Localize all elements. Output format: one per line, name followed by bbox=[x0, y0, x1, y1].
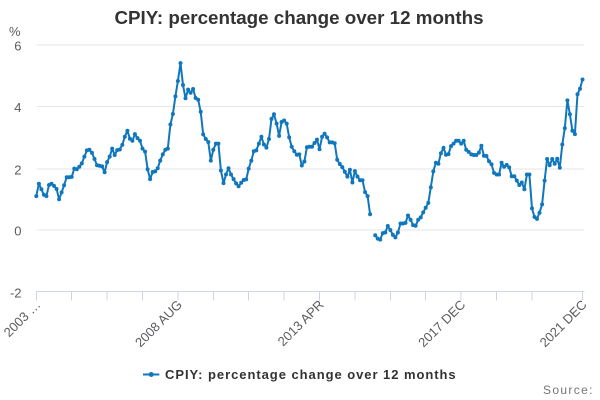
svg-text:Source:: Source: bbox=[543, 383, 594, 397]
svg-text:%: % bbox=[9, 24, 21, 39]
svg-text:2: 2 bbox=[14, 163, 21, 178]
svg-text:CPIY: percentage change over 1: CPIY: percentage change over 12 months bbox=[165, 367, 457, 382]
svg-text:-2: -2 bbox=[10, 285, 22, 300]
svg-text:0: 0 bbox=[14, 224, 21, 239]
svg-text:CPIY: percentage change over 1: CPIY: percentage change over 12 months bbox=[114, 7, 483, 28]
svg-text:4: 4 bbox=[14, 100, 21, 115]
svg-text:6: 6 bbox=[14, 39, 21, 54]
